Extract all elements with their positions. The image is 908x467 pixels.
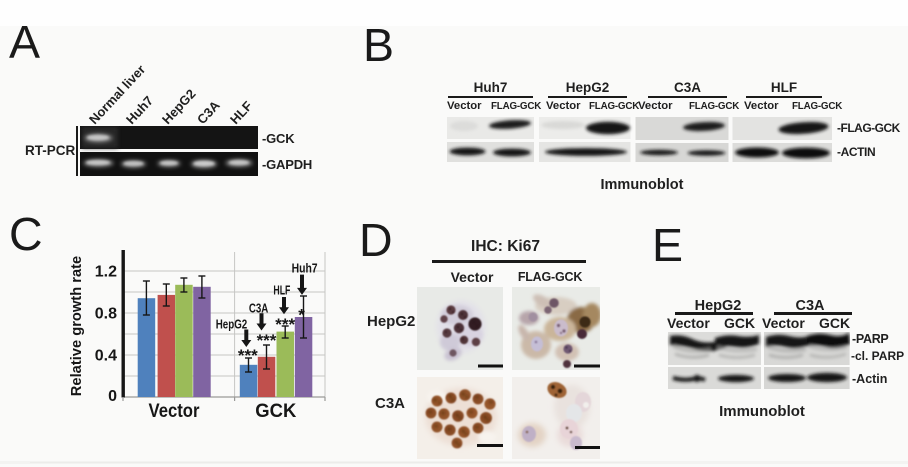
svg-text:GCK: GCK	[255, 400, 296, 422]
svg-text:Huh7: Huh7	[292, 262, 318, 276]
svg-text:C3A: C3A	[249, 302, 269, 316]
svg-text:0.4: 0.4	[95, 348, 117, 365]
svg-text:0: 0	[108, 388, 117, 405]
svg-text:***: ***	[257, 331, 277, 350]
svg-text:*: *	[298, 306, 305, 325]
svg-text:1.2: 1.2	[95, 264, 117, 281]
svg-text:0.8: 0.8	[95, 306, 117, 323]
svg-text:***: ***	[275, 315, 295, 334]
svg-text:HLF: HLF	[273, 284, 290, 298]
svg-text:Vector: Vector	[149, 400, 200, 422]
svg-text:Relative growth rate: Relative growth rate	[69, 256, 85, 396]
svg-text:HepG2: HepG2	[216, 318, 248, 332]
svg-text:***: ***	[238, 346, 258, 365]
